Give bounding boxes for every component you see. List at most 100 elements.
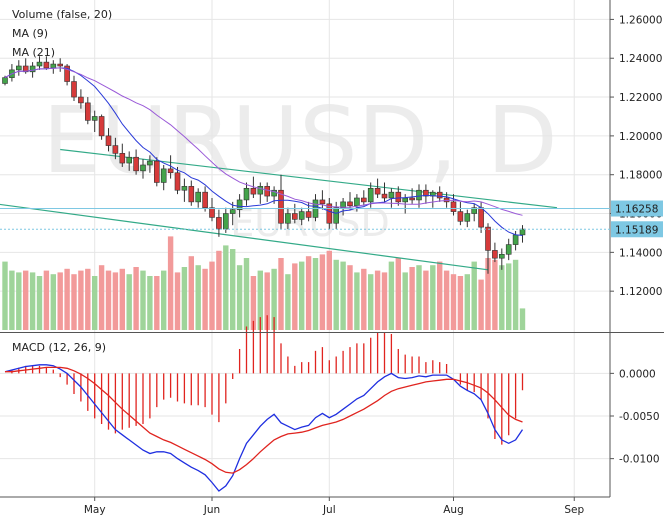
- macd-pane: [4, 315, 524, 492]
- candle-body: [140, 164, 146, 172]
- ma21-line: [4, 67, 523, 216]
- watermark-symbol: EURUSD, D: [42, 87, 557, 194]
- candle-body: [91, 116, 98, 121]
- volume-bar: [36, 276, 43, 330]
- candle-body: [236, 199, 243, 210]
- candle-body: [71, 81, 77, 98]
- candle-body: [457, 211, 464, 222]
- volume-bar: [29, 272, 36, 330]
- candle-body: [464, 213, 471, 222]
- volume-bar: [161, 270, 167, 330]
- volume-bar: [354, 272, 360, 330]
- signal-line: [5, 366, 523, 474]
- month-label: May: [84, 504, 106, 516]
- volume-bar: [16, 272, 22, 330]
- volume-bar: [85, 268, 91, 330]
- volume-bar: [98, 265, 105, 330]
- candle-body: [223, 213, 229, 230]
- candle-body: [209, 207, 215, 218]
- volume-bar: [271, 268, 277, 330]
- volume-bar: [374, 270, 381, 330]
- candle-body: [85, 102, 91, 121]
- candle-body: [409, 197, 415, 201]
- volume-bar: [140, 270, 146, 330]
- candle-body: [2, 77, 8, 84]
- volume-bar: [361, 268, 367, 330]
- candle-body: [78, 96, 84, 104]
- volume-bar: [464, 274, 470, 330]
- candle-body: [243, 187, 250, 201]
- candle-body: [402, 197, 409, 203]
- volume-bar: [292, 263, 298, 330]
- price-tags: 1.16258 1.15189: [0, 200, 663, 238]
- candle-body: [416, 189, 422, 201]
- candle-body: [271, 189, 277, 197]
- volume-bar: [499, 265, 505, 330]
- volume-bar: [305, 256, 312, 330]
- candle-body: [291, 213, 298, 220]
- candle-body: [305, 211, 312, 218]
- candle-body: [250, 187, 257, 195]
- candle-body: [319, 199, 326, 205]
- candle-body: [436, 191, 443, 199]
- volume-bar: [485, 258, 491, 330]
- candle-body: [423, 189, 429, 197]
- volume-bar: [492, 259, 498, 330]
- price-tag-label: 1.16258: [615, 204, 658, 216]
- candle-body: [174, 172, 181, 191]
- candle-body: [181, 186, 188, 191]
- volume-bar: [299, 261, 305, 330]
- volume-bar: [64, 268, 70, 330]
- volume-bar: [9, 270, 15, 330]
- volume-bar: [450, 274, 457, 330]
- volume-bar: [43, 270, 50, 330]
- volume-bar: [437, 261, 443, 330]
- volume-bar: [112, 272, 119, 330]
- volume-bar: [381, 272, 388, 330]
- candle-body: [229, 209, 236, 214]
- volume-bar: [23, 270, 29, 330]
- price-tick-label: 1.26000: [619, 14, 662, 26]
- candle-body: [257, 186, 264, 195]
- volume-bar: [126, 274, 132, 330]
- candle-body: [147, 160, 153, 166]
- macd-tick-label: 0.0000: [619, 368, 656, 380]
- price-tag-box: [611, 200, 663, 217]
- volume-bar: [478, 279, 484, 330]
- candle-body: [388, 191, 395, 199]
- candle-body: [395, 191, 402, 203]
- candle-body: [264, 186, 271, 197]
- candle-body: [160, 168, 167, 183]
- legend-ma9: MA (9): [12, 27, 48, 40]
- volume-bar: [133, 267, 139, 330]
- candles: [2, 56, 526, 274]
- volume-bar: [236, 265, 243, 330]
- volume-bar: [71, 274, 77, 330]
- volume-bar: [278, 258, 284, 330]
- legend-ma21: MA (21): [12, 46, 55, 59]
- legend: Volume (false, 20) MA (9) MA (21) MACD (…: [12, 8, 112, 354]
- price-tick-label: 1.14000: [619, 247, 662, 259]
- ma9-line: [4, 67, 523, 236]
- volume-bar: [154, 276, 160, 330]
- volume-bar: [181, 267, 188, 330]
- price-tag-label: 1.15189: [615, 224, 658, 236]
- volume-bar: [423, 270, 429, 330]
- candle-body: [374, 187, 381, 195]
- candle-body: [126, 156, 132, 164]
- macd-line: [4, 364, 524, 492]
- volume-bar: [174, 272, 181, 330]
- moving-averages: [4, 67, 523, 236]
- volume-bar: [105, 270, 112, 330]
- candle-body: [498, 253, 505, 259]
- candle-body: [519, 228, 526, 236]
- candle-body: [43, 61, 50, 69]
- volume-bar: [333, 259, 339, 330]
- candle-body: [492, 250, 498, 259]
- candle-body: [188, 186, 195, 203]
- volume-bar: [471, 261, 477, 330]
- volume-bar: [319, 254, 326, 330]
- candle-body: [202, 191, 208, 209]
- month-label: Jul: [322, 504, 336, 516]
